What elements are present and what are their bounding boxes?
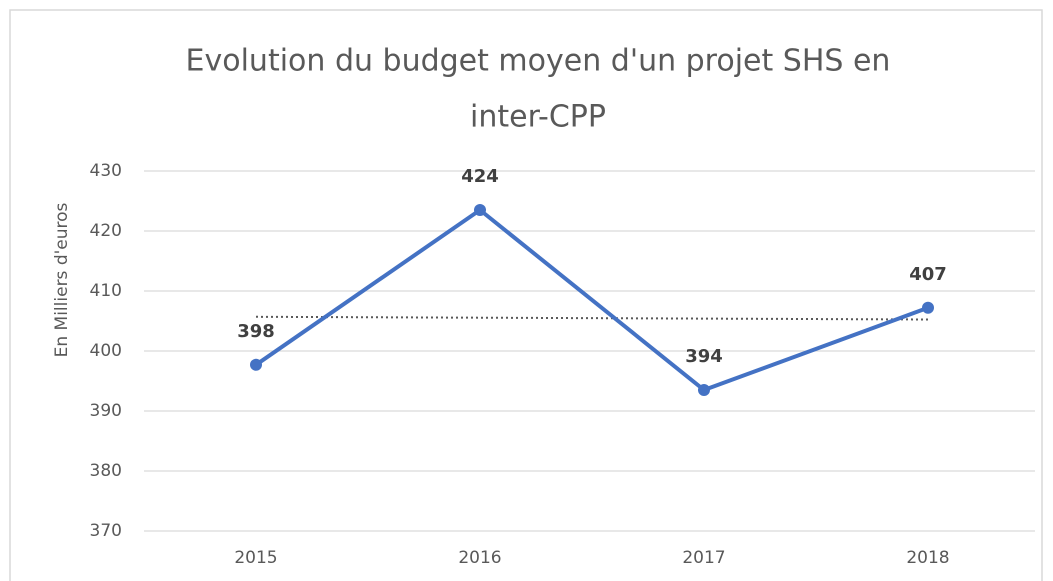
data-label: 407 (909, 264, 947, 285)
data-point (474, 204, 486, 216)
x-tick-label: 2017 (682, 548, 725, 568)
data-line (254, 208, 929, 392)
y-tick-label: 370 (90, 521, 122, 541)
y-tick-label: 400 (90, 341, 122, 361)
y-tick-label: 380 (90, 461, 122, 481)
y-tick-label: 390 (90, 401, 122, 421)
data-label: 424 (461, 166, 499, 187)
data-point (922, 301, 934, 314)
chart-title: inter-CPP (470, 100, 606, 135)
x-tick-label: 2018 (906, 548, 949, 568)
data-label: 398 (237, 321, 275, 342)
trend-line (255, 315, 929, 321)
data-point (250, 358, 262, 371)
chart-title: Evolution du budget moyen d'un projet SH… (186, 44, 891, 79)
x-tick-label: 2016 (458, 548, 501, 568)
y-tick-label: 420 (90, 221, 122, 241)
chart-frame (9, 9, 1043, 581)
data-point (698, 384, 710, 396)
data-label: 394 (685, 346, 723, 367)
y-axis-label: En Milliers d'euros (52, 202, 72, 357)
y-tick-label: 430 (90, 161, 122, 181)
x-tick-label: 2015 (234, 548, 277, 568)
y-tick-label: 410 (90, 281, 122, 301)
